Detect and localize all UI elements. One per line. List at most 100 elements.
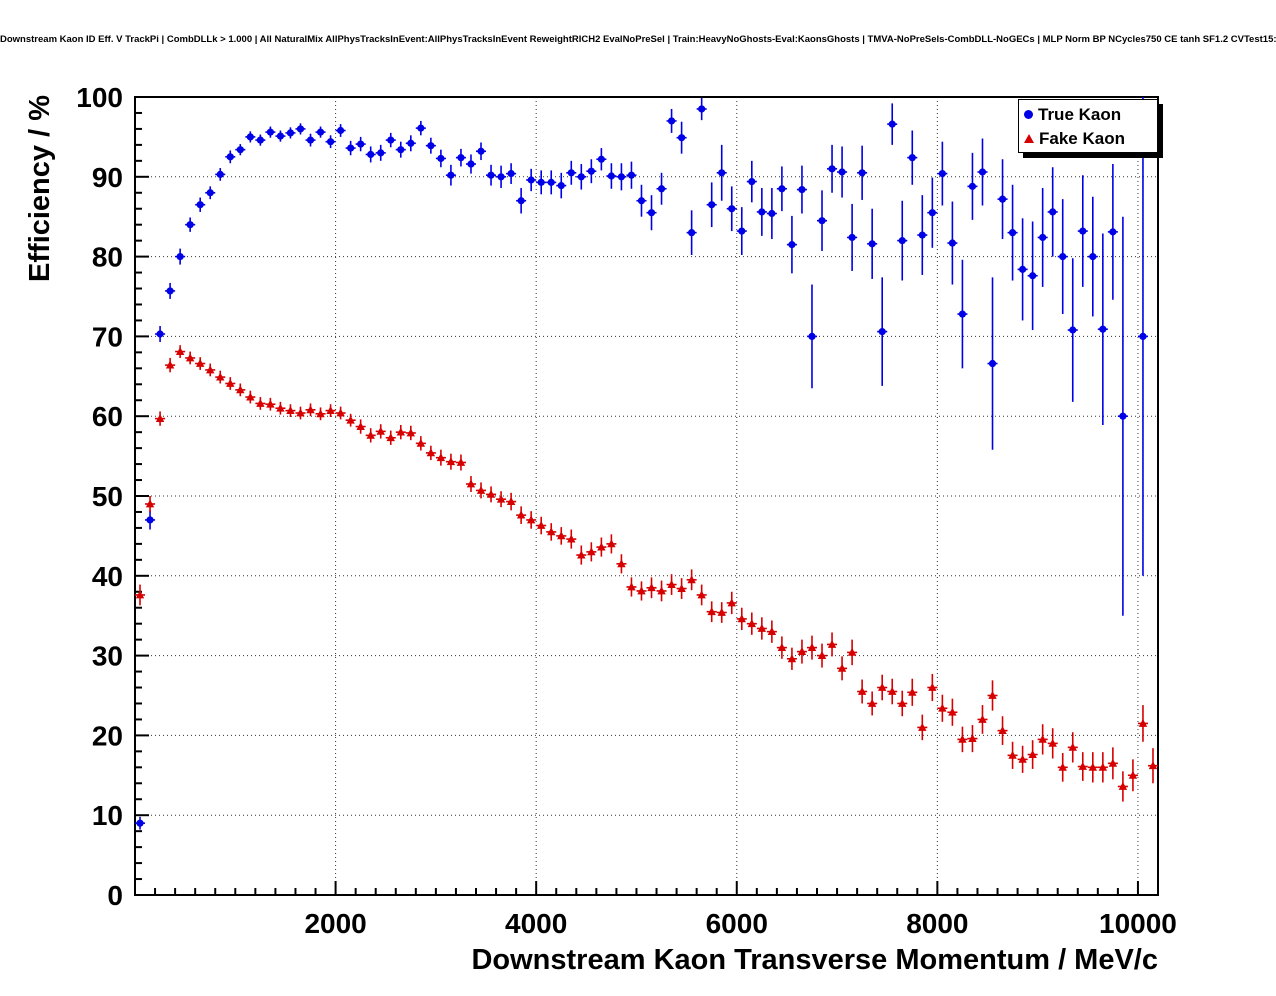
data-point-true-kaon	[407, 139, 415, 147]
data-point-true-kaon	[206, 189, 214, 197]
data-point-true-kaon	[828, 165, 836, 173]
data-point-fake-kaon	[767, 627, 777, 636]
data-point-true-kaon	[918, 231, 926, 239]
data-point-true-kaon	[617, 173, 626, 181]
data-point-true-kaon	[1008, 229, 1017, 237]
data-point-fake-kaon	[717, 607, 726, 616]
data-point-true-kaon	[968, 182, 977, 190]
data-point-fake-kaon	[647, 583, 656, 592]
data-point-fake-kaon	[536, 520, 546, 529]
data-point-true-kaon	[667, 117, 676, 125]
data-point-true-kaon	[948, 239, 956, 247]
data-point-true-kaon	[607, 172, 615, 180]
x-tick-label: 6000	[706, 908, 768, 939]
data-point-true-kaon	[216, 170, 224, 179]
data-point-true-kaon	[908, 154, 916, 162]
data-point-fake-kaon	[1068, 742, 1077, 751]
data-point-fake-kaon	[346, 415, 355, 424]
data-point-true-kaon	[507, 170, 515, 178]
data-point-true-kaon	[1029, 272, 1037, 280]
y-tick-label: 20	[92, 720, 123, 751]
data-point-fake-kaon	[697, 590, 706, 599]
data-point-fake-kaon	[1018, 754, 1027, 763]
data-point-fake-kaon	[1118, 781, 1128, 790]
data-point-fake-kaon	[667, 579, 676, 588]
x-tick-label: 8000	[906, 908, 968, 939]
data-point-fake-kaon	[988, 690, 997, 699]
data-point-fake-kaon	[908, 687, 917, 696]
data-point-fake-kaon	[206, 365, 215, 374]
data-point-fake-kaon	[236, 385, 245, 394]
data-point-fake-kaon	[797, 647, 807, 656]
data-point-true-kaon	[698, 105, 706, 113]
data-point-true-kaon	[657, 185, 666, 193]
data-point-fake-kaon	[1078, 761, 1087, 770]
data-point-true-kaon	[236, 146, 244, 154]
y-tick-label: 100	[76, 82, 123, 113]
data-point-fake-kaon	[216, 372, 225, 381]
data-point-true-kaon	[888, 120, 896, 128]
data-point-fake-kaon	[567, 534, 576, 543]
data-point-true-kaon	[397, 146, 405, 154]
data-point-fake-kaon	[396, 427, 405, 436]
data-point-true-kaon	[988, 359, 997, 368]
data-point-fake-kaon	[436, 453, 446, 462]
data-point-true-kaon	[798, 185, 806, 194]
data-point-fake-kaon	[336, 408, 345, 417]
data-point-true-kaon	[196, 201, 204, 209]
y-tick-label: 0	[107, 880, 123, 911]
data-point-fake-kaon	[918, 722, 927, 731]
data-point-fake-kaon	[426, 448, 436, 457]
data-point-true-kaon	[136, 819, 144, 827]
data-point-fake-kaon	[326, 406, 335, 415]
data-point-fake-kaon	[877, 682, 887, 691]
data-point-true-kaon	[286, 129, 295, 137]
data-point-fake-kaon	[165, 360, 175, 369]
y-tick-label: 70	[92, 321, 123, 352]
data-point-true-kaon	[938, 170, 946, 178]
data-point-true-kaon	[497, 173, 505, 181]
data-point-fake-kaon	[1098, 762, 1108, 771]
data-point-true-kaon	[517, 197, 525, 205]
data-point-true-kaon	[868, 240, 876, 248]
data-point-fake-kaon	[306, 405, 315, 414]
y-tick-label: 90	[92, 162, 123, 193]
data-point-true-kaon	[256, 136, 264, 144]
data-point-fake-kaon	[597, 542, 606, 551]
data-point-true-kaon	[567, 169, 575, 177]
data-point-fake-kaon	[587, 547, 596, 556]
data-point-fake-kaon	[547, 527, 556, 536]
data-point-true-kaon	[647, 209, 656, 217]
data-point-fake-kaon	[466, 479, 476, 488]
data-point-fake-kaon	[948, 707, 957, 716]
data-point-true-kaon	[1079, 227, 1087, 235]
data-point-true-kaon	[437, 154, 445, 163]
legend-entry-true-kaon: True Kaon	[1021, 102, 1155, 126]
data-point-true-kaon	[1099, 325, 1107, 333]
data-point-fake-kaon	[958, 734, 967, 743]
data-point-true-kaon	[858, 169, 866, 177]
circle-marker-icon	[1024, 109, 1033, 119]
data-point-fake-kaon	[787, 654, 797, 663]
data-point-fake-kaon	[998, 726, 1007, 735]
data-point-true-kaon	[738, 227, 746, 235]
data-point-true-kaon	[1069, 326, 1077, 334]
data-point-true-kaon	[898, 237, 906, 245]
data-point-true-kaon	[878, 328, 886, 336]
data-point-true-kaon	[467, 160, 475, 168]
data-point-fake-kaon	[226, 378, 235, 387]
data-point-true-kaon	[958, 310, 967, 318]
data-point-true-kaon	[768, 209, 776, 218]
data-point-true-kaon	[1109, 228, 1117, 236]
data-point-true-kaon	[146, 516, 154, 524]
data-point-fake-kaon	[867, 698, 877, 707]
data-point-true-kaon	[226, 153, 234, 161]
data-point-true-kaon	[176, 253, 184, 261]
data-point-fake-kaon	[657, 586, 666, 595]
data-point-true-kaon	[377, 149, 385, 157]
data-point-fake-kaon	[266, 399, 275, 408]
data-point-fake-kaon	[366, 430, 375, 439]
data-point-true-kaon	[998, 195, 1007, 203]
legend: True Kaon Fake Kaon	[1018, 99, 1158, 153]
data-point-true-kaon	[387, 136, 395, 144]
